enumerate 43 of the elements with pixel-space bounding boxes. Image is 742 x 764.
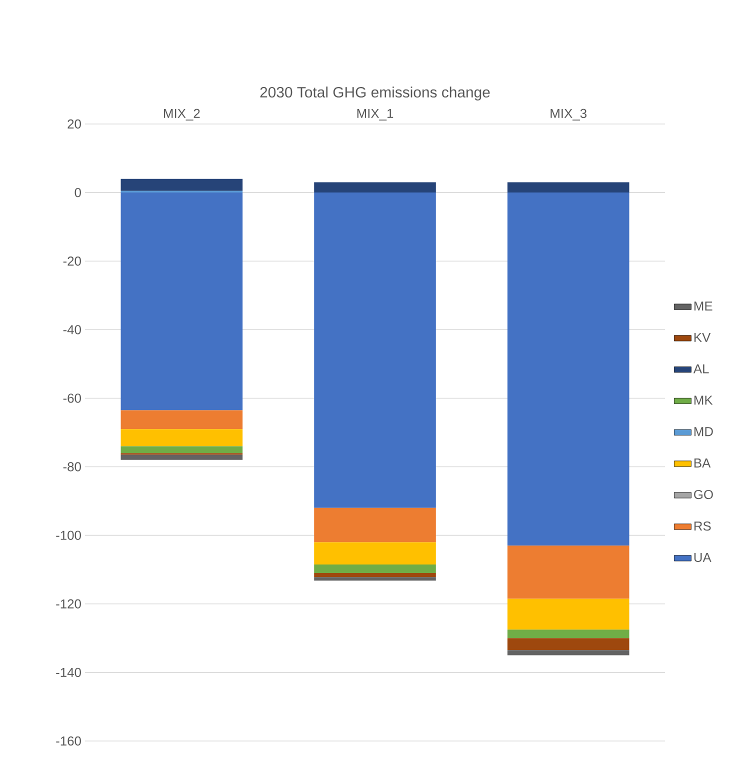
bar bbox=[314, 192, 436, 508]
bar bbox=[507, 598, 630, 630]
y-tick-label: -160 bbox=[56, 736, 81, 746]
bar bbox=[314, 182, 436, 193]
bar bbox=[314, 573, 436, 578]
bar bbox=[120, 178, 243, 191]
y-tick-label: -20 bbox=[63, 256, 81, 266]
legend-label: AL bbox=[693, 364, 709, 374]
bar bbox=[120, 429, 243, 446]
legend-label: ME bbox=[694, 302, 712, 311]
legend-label: RS bbox=[694, 521, 711, 531]
bar bbox=[120, 410, 243, 430]
legend-label: GO bbox=[694, 490, 713, 500]
y-tick-label: -40 bbox=[63, 325, 81, 334]
bar bbox=[507, 192, 630, 546]
bar bbox=[507, 630, 630, 638]
x-tick-label: MIX_3 bbox=[550, 108, 586, 120]
legend-label: KV bbox=[694, 332, 711, 342]
x-tick-label: MIX_2 bbox=[164, 108, 200, 120]
chart-title: 2030 Total GHG emissions change bbox=[260, 86, 490, 100]
legend-label: MK bbox=[694, 396, 713, 405]
y-tick-label: -60 bbox=[63, 394, 81, 403]
bar bbox=[314, 577, 436, 581]
bar bbox=[507, 638, 630, 650]
legend-label: UA bbox=[694, 552, 712, 562]
x-tick-label: MIX_1 bbox=[357, 108, 394, 120]
bar bbox=[507, 182, 630, 193]
bar bbox=[120, 454, 243, 460]
bar bbox=[314, 542, 436, 564]
y-tick-label: -80 bbox=[63, 462, 81, 472]
bar bbox=[314, 508, 436, 542]
legend-label: MD bbox=[694, 427, 713, 436]
y-tick-label: -140 bbox=[56, 668, 81, 678]
y-tick-label: -100 bbox=[56, 530, 81, 540]
y-tick-label: 0 bbox=[74, 188, 81, 198]
bar bbox=[314, 564, 436, 574]
bar bbox=[507, 650, 630, 656]
legend-label: BA bbox=[694, 458, 711, 468]
bar bbox=[507, 546, 630, 599]
bar bbox=[120, 192, 243, 410]
y-tick-label: 20 bbox=[68, 119, 81, 129]
bar bbox=[120, 446, 243, 454]
y-tick-label: -120 bbox=[56, 599, 81, 608]
